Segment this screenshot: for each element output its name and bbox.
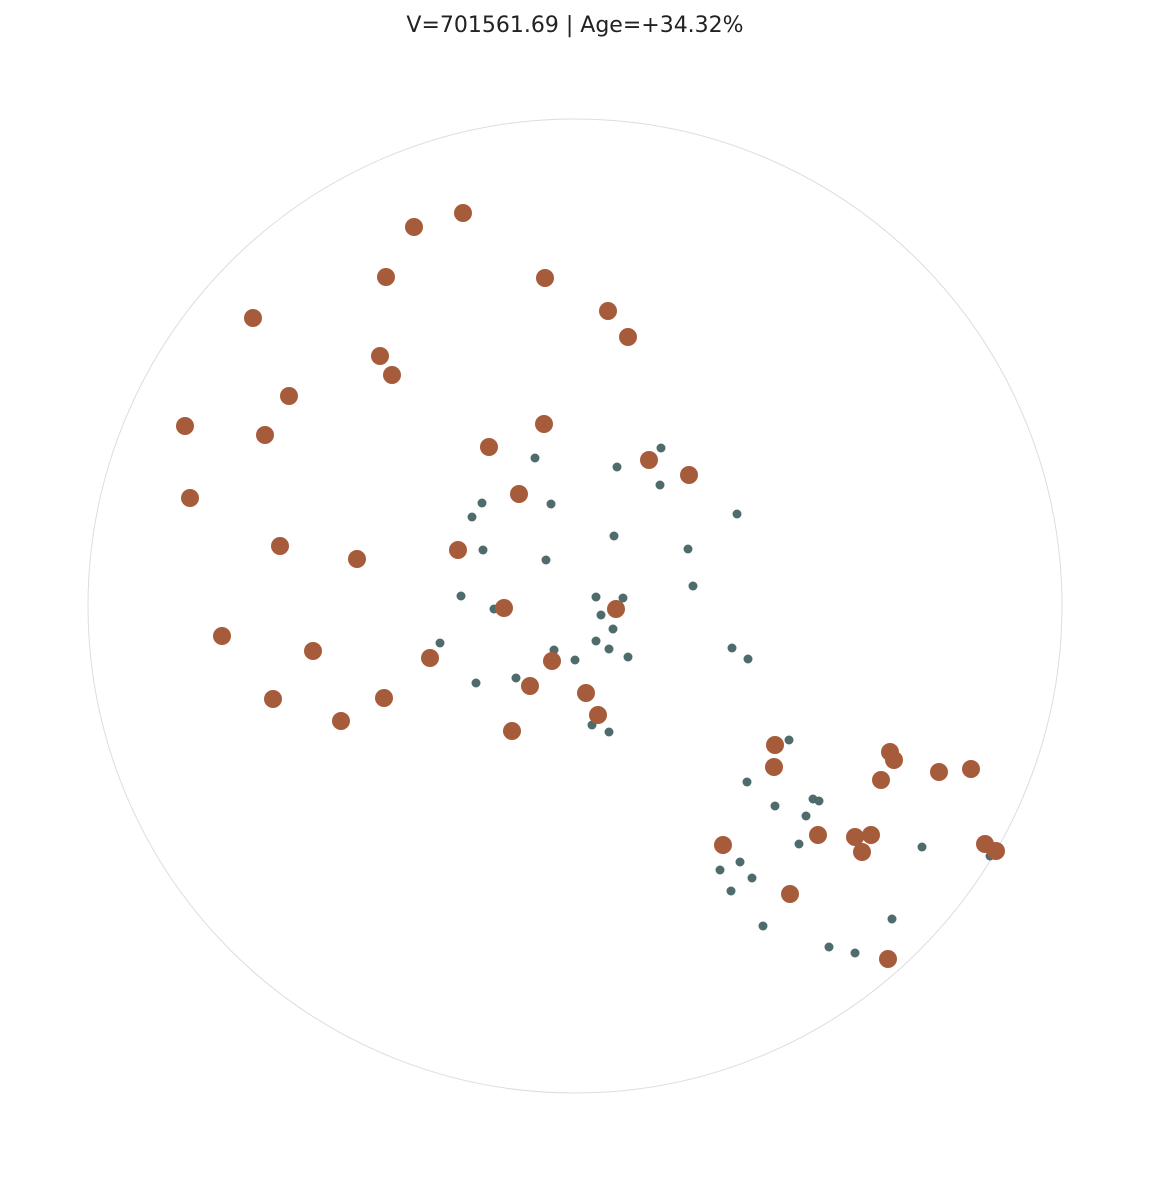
point xyxy=(244,309,262,327)
point xyxy=(743,654,753,664)
point xyxy=(280,387,298,405)
point xyxy=(715,865,725,875)
point xyxy=(456,591,466,601)
point xyxy=(917,842,927,852)
point xyxy=(596,610,606,620)
point xyxy=(655,480,665,490)
point xyxy=(765,758,783,776)
point xyxy=(541,555,551,565)
point xyxy=(824,942,834,952)
point xyxy=(213,627,231,645)
point xyxy=(577,684,595,702)
point xyxy=(495,599,513,617)
point xyxy=(879,950,897,968)
point xyxy=(809,826,827,844)
point xyxy=(383,366,401,384)
point xyxy=(536,269,554,287)
point xyxy=(814,796,824,806)
point xyxy=(510,485,528,503)
point xyxy=(256,426,274,444)
point xyxy=(885,751,903,769)
point xyxy=(862,826,880,844)
point xyxy=(181,489,199,507)
point xyxy=(732,509,742,519)
point xyxy=(714,836,732,854)
point xyxy=(872,771,890,789)
point xyxy=(546,499,556,509)
point xyxy=(264,690,282,708)
point xyxy=(405,218,423,236)
point xyxy=(591,592,601,602)
point xyxy=(304,642,322,660)
point xyxy=(467,512,477,522)
point xyxy=(377,268,395,286)
point xyxy=(435,638,445,648)
point xyxy=(449,541,467,559)
point xyxy=(770,801,780,811)
point xyxy=(726,886,736,896)
point xyxy=(962,760,980,778)
point xyxy=(612,462,622,472)
point xyxy=(656,443,666,453)
point xyxy=(766,736,784,754)
point xyxy=(371,347,389,365)
point xyxy=(480,438,498,456)
point xyxy=(801,811,811,821)
point xyxy=(454,204,472,222)
point xyxy=(609,531,619,541)
point xyxy=(271,537,289,555)
point xyxy=(618,593,628,603)
point xyxy=(683,544,693,554)
point xyxy=(987,842,1005,860)
point xyxy=(421,649,439,667)
point xyxy=(853,843,871,861)
point xyxy=(604,644,614,654)
plot-frame xyxy=(87,118,1063,1094)
point xyxy=(850,948,860,958)
point xyxy=(742,777,752,787)
point xyxy=(521,677,539,695)
point xyxy=(640,451,658,469)
point xyxy=(688,581,698,591)
point xyxy=(332,712,350,730)
point xyxy=(680,466,698,484)
point xyxy=(599,302,617,320)
point xyxy=(604,727,614,737)
point xyxy=(623,652,633,662)
point xyxy=(591,636,601,646)
point xyxy=(348,550,366,568)
point xyxy=(794,839,804,849)
point xyxy=(930,763,948,781)
chart-title: V=701561.69 | Age=+34.32% xyxy=(406,13,743,38)
point xyxy=(511,673,521,683)
point xyxy=(747,873,757,883)
point xyxy=(846,828,864,846)
point xyxy=(619,328,637,346)
point xyxy=(530,453,540,463)
point xyxy=(503,722,521,740)
point xyxy=(176,417,194,435)
point xyxy=(543,652,561,670)
point xyxy=(589,706,607,724)
point xyxy=(471,678,481,688)
point xyxy=(478,545,488,555)
point xyxy=(608,624,618,634)
point xyxy=(477,498,487,508)
point xyxy=(727,643,737,653)
point xyxy=(887,914,897,924)
point xyxy=(784,735,794,745)
point xyxy=(735,857,745,867)
point xyxy=(570,655,580,665)
point xyxy=(535,415,553,433)
point xyxy=(375,689,393,707)
point xyxy=(781,885,799,903)
point xyxy=(607,600,625,618)
point xyxy=(758,921,768,931)
